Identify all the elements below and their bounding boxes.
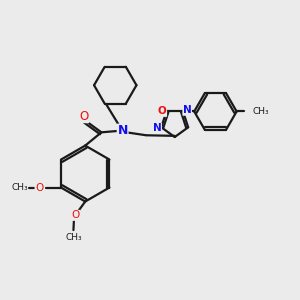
Text: N: N (183, 105, 191, 115)
Text: O: O (158, 106, 167, 116)
Text: N: N (117, 124, 128, 137)
Text: CH₃: CH₃ (252, 107, 269, 116)
Text: O: O (80, 110, 89, 123)
Text: CH₃: CH₃ (11, 183, 28, 192)
Text: N: N (153, 124, 161, 134)
Text: CH₃: CH₃ (66, 233, 82, 242)
Text: O: O (35, 182, 43, 193)
Text: O: O (71, 210, 80, 220)
